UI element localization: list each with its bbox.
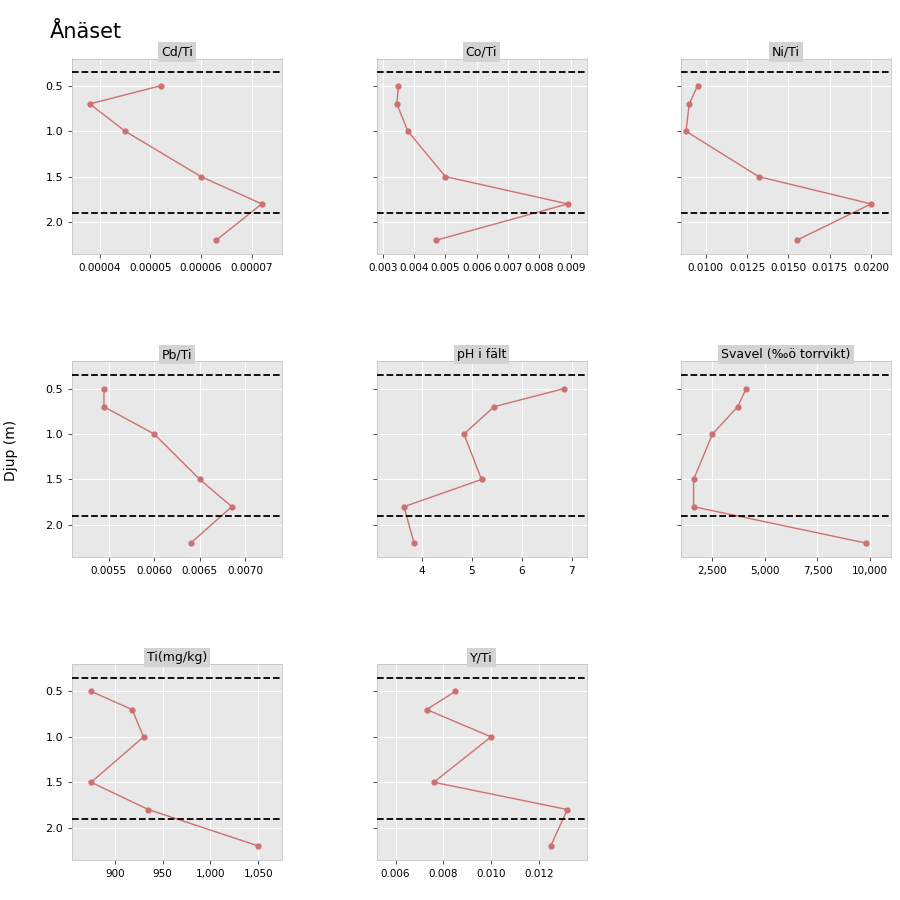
Title: Y/Ti: Y/Ti <box>470 651 493 664</box>
Text: Ånäset: Ånäset <box>50 22 122 42</box>
Title: Ni/Ti: Ni/Ti <box>772 46 800 58</box>
Title: Svavel (‰ö torrvikt): Svavel (‰ö torrvikt) <box>721 348 850 361</box>
Title: Cd/Ti: Cd/Ti <box>161 46 193 58</box>
Text: Djup (m): Djup (m) <box>4 419 18 481</box>
Title: Co/Ti: Co/Ti <box>466 46 497 58</box>
Title: pH i fält: pH i fält <box>457 348 506 361</box>
Title: Pb/Ti: Pb/Ti <box>162 348 193 361</box>
Title: Ti(mg/kg): Ti(mg/kg) <box>147 651 207 664</box>
